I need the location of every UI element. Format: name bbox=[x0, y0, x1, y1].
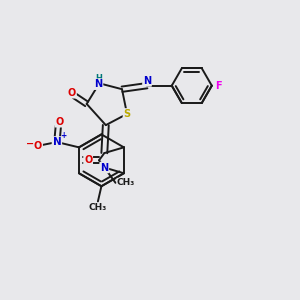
Text: O: O bbox=[34, 141, 42, 151]
Text: S: S bbox=[123, 109, 130, 119]
Text: N: N bbox=[94, 79, 103, 89]
Text: O: O bbox=[68, 88, 76, 98]
Text: N: N bbox=[100, 163, 108, 172]
Text: H: H bbox=[95, 74, 102, 83]
Text: −: − bbox=[26, 139, 34, 148]
Text: N: N bbox=[143, 76, 151, 86]
Text: +: + bbox=[60, 131, 67, 140]
Text: CH₃: CH₃ bbox=[89, 203, 107, 212]
Text: N: N bbox=[52, 137, 61, 147]
Text: O: O bbox=[56, 117, 64, 127]
Text: F: F bbox=[215, 81, 222, 91]
Text: CH₃: CH₃ bbox=[117, 178, 135, 187]
Text: O: O bbox=[84, 155, 92, 165]
